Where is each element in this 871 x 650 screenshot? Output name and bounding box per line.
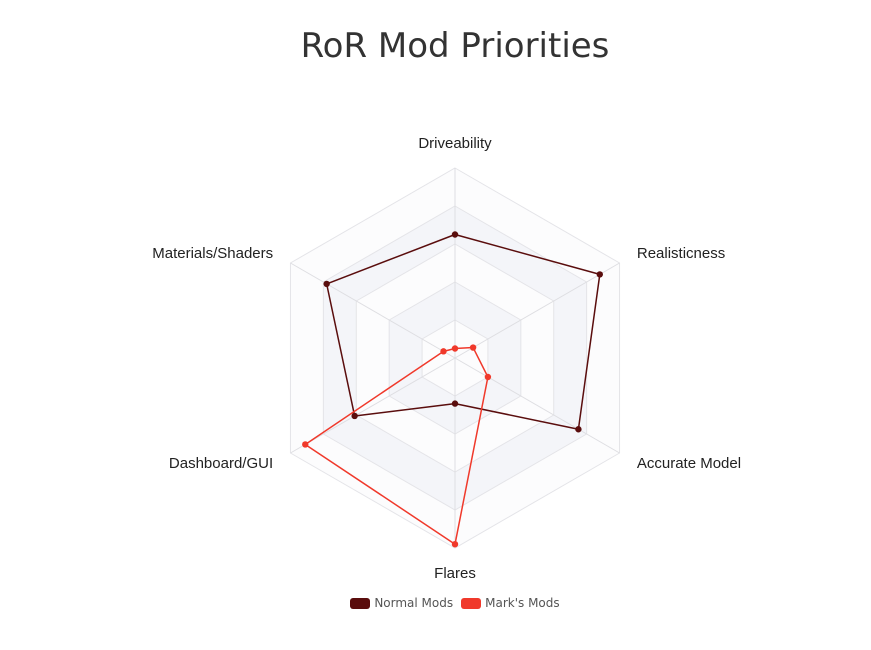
axis-line: [290, 357, 456, 454]
radar-series: [302, 231, 603, 548]
data-point[interactable]: [596, 271, 603, 278]
data-point[interactable]: [440, 348, 447, 355]
legend: Normal Mods Mark's Mods: [0, 596, 871, 610]
legend-item[interactable]: Mark's Mods: [461, 596, 560, 610]
data-point[interactable]: [451, 541, 459, 548]
axis-line: [454, 357, 620, 454]
axis-label: Driveability: [418, 135, 492, 152]
data-point[interactable]: [451, 345, 459, 352]
data-point[interactable]: [484, 373, 492, 381]
axis-label: Accurate Model: [637, 455, 741, 472]
axis-label: Realisticness: [637, 245, 725, 262]
axis-label: Materials/Shaders: [152, 245, 273, 262]
radar-axes: [290, 168, 620, 548]
data-point[interactable]: [323, 280, 330, 288]
data-point[interactable]: [302, 441, 309, 448]
data-point[interactable]: [351, 412, 358, 420]
axis-line: [454, 262, 620, 359]
legend-item[interactable]: Normal Mods: [350, 596, 453, 610]
radar-chart: Driveability Realisticness Accurate Model F…: [152, 135, 741, 582]
axis-label: Flares: [434, 565, 476, 582]
legend-label: Normal Mods: [374, 596, 454, 610]
legend-swatch: [461, 597, 482, 609]
data-point[interactable]: [451, 400, 459, 407]
data-point[interactable]: [469, 344, 477, 351]
legend-swatch: [350, 597, 371, 609]
axis-label: Dashboard/GUI: [169, 455, 273, 472]
data-point[interactable]: [451, 231, 459, 238]
data-point[interactable]: [575, 426, 582, 433]
chart-title: RoR Mod Priorities: [300, 26, 610, 66]
legend-label: Mark's Mods: [485, 596, 560, 610]
axis-line: [290, 262, 456, 359]
radar-axis-labels: Driveability Realisticness Accurate Model F…: [152, 135, 741, 582]
